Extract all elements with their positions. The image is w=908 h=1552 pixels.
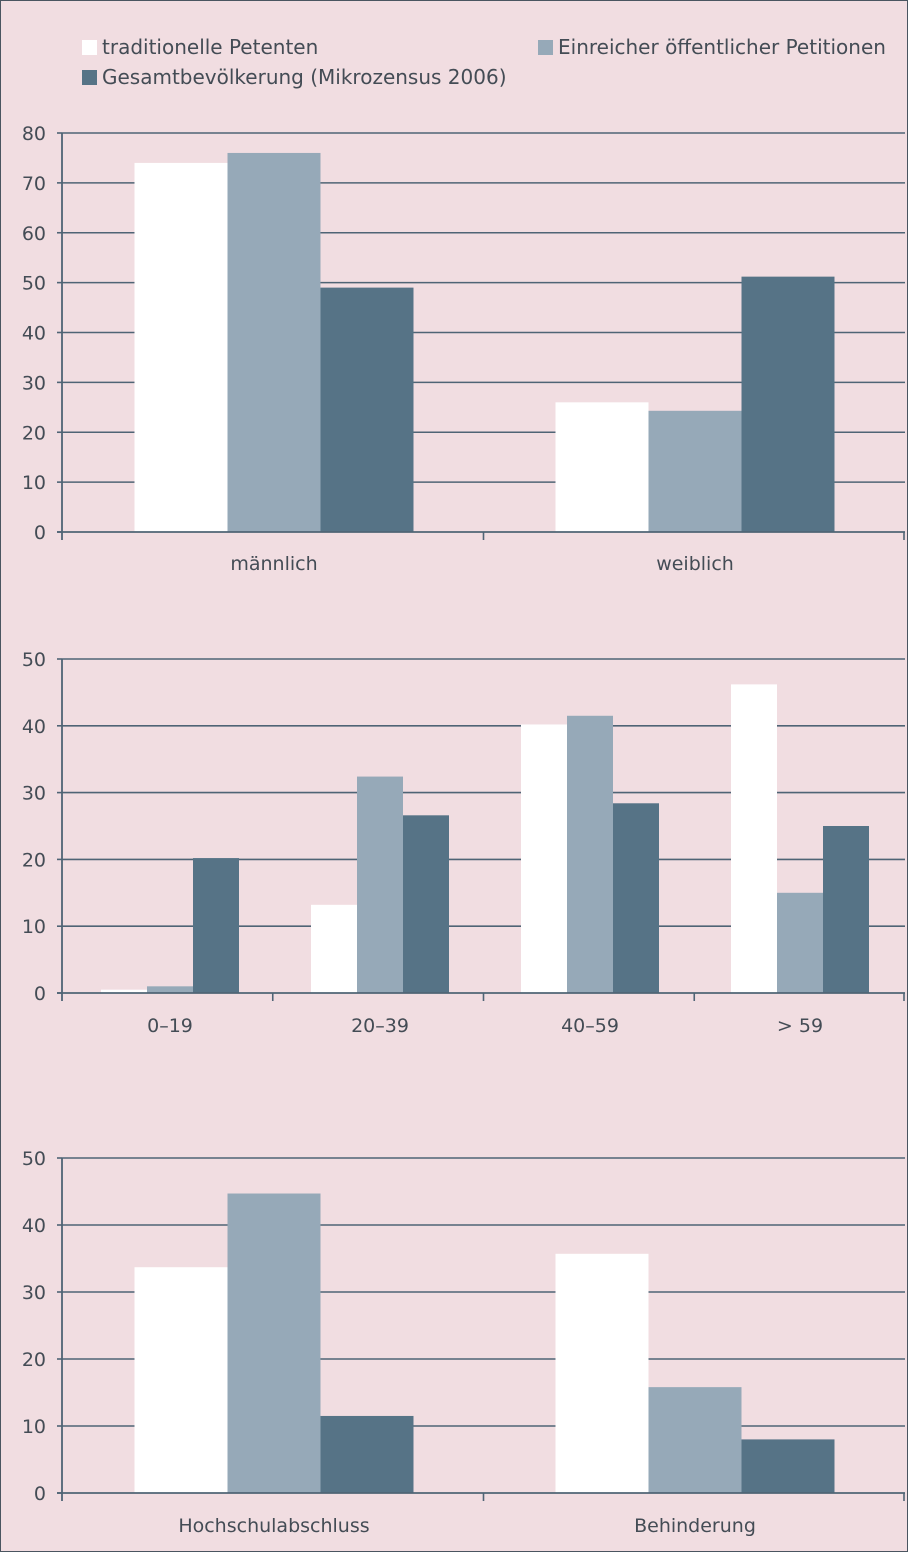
- legend-label: Gesamtbevölkerung (Mikrozensus 2006): [102, 65, 507, 89]
- category-label: 40–59: [561, 1015, 619, 1037]
- y-tick-label: 0: [34, 522, 46, 544]
- y-tick-label: 50: [22, 273, 46, 295]
- category-label: 0–19: [147, 1015, 193, 1037]
- bar-3-2-1: [555, 1253, 649, 1493]
- legend-item-traditionelle-petenten: traditionelle Petenten: [82, 35, 318, 59]
- bar-3-2-3: [741, 1439, 835, 1493]
- category-label: weiblich: [656, 553, 734, 575]
- bar-2-1-3: [193, 858, 239, 993]
- legend-item-gesamtbevoelkerung: Gesamtbevölkerung (Mikrozensus 2006): [82, 65, 507, 89]
- bar-2-2-3: [403, 815, 449, 993]
- y-tick-label: 0: [34, 1483, 46, 1505]
- bar-2-4-2: [777, 892, 823, 993]
- y-tick-label: 60: [22, 223, 46, 245]
- bar-1-2-3: [741, 276, 835, 532]
- y-tick-label: 20: [22, 1349, 46, 1371]
- bar-2-1-1: [101, 989, 147, 993]
- bar-2-3-2: [567, 715, 613, 993]
- bar-3-1-3: [320, 1415, 414, 1493]
- y-tick-label: 20: [22, 849, 46, 871]
- y-tick-label: 30: [22, 1282, 46, 1304]
- bar-2-1-2: [147, 986, 193, 993]
- category-label: Hochschulabschluss: [178, 1515, 369, 1537]
- y-tick-label: 50: [22, 649, 46, 671]
- bar-2-2-2: [357, 776, 403, 993]
- bar-2-4-1: [731, 684, 777, 993]
- y-tick-label: 0: [34, 983, 46, 1005]
- legend-swatch: [82, 69, 97, 85]
- bar-1-1-2: [227, 152, 321, 532]
- y-tick-label: 10: [22, 472, 46, 494]
- category-label: 20–39: [351, 1015, 409, 1037]
- y-tick-label: 40: [22, 716, 46, 738]
- category-label: > 59: [777, 1015, 823, 1037]
- y-tick-label: 30: [22, 783, 46, 805]
- category-label: Behinderung: [634, 1515, 756, 1537]
- y-tick-label: 10: [22, 916, 46, 938]
- y-tick-label: 20: [22, 422, 46, 444]
- y-tick-label: 30: [22, 372, 46, 394]
- category-label: männlich: [230, 553, 317, 575]
- bar-2-3-3: [613, 803, 659, 993]
- legend-swatch: [538, 39, 553, 55]
- legend-label: Einreicher öffentlicher Petitionen: [558, 35, 886, 59]
- bar-3-1-2: [227, 1193, 321, 1493]
- bar-2-3-1: [521, 724, 567, 993]
- bar-1-2-1: [555, 402, 649, 532]
- y-tick-label: 70: [22, 173, 46, 195]
- legend-item-einreicher: Einreicher öffentlicher Petitionen: [538, 35, 886, 59]
- bar-2-4-3: [823, 826, 869, 993]
- y-tick-label: 40: [22, 323, 46, 345]
- y-tick-label: 10: [22, 1416, 46, 1438]
- y-tick-label: 50: [22, 1148, 46, 1170]
- y-tick-label: 40: [22, 1215, 46, 1237]
- bar-2-2-1: [311, 904, 357, 993]
- legend-label: traditionelle Petenten: [102, 35, 319, 59]
- bar-1-1-1: [134, 162, 228, 533]
- y-tick-label: 80: [22, 123, 46, 145]
- bar-1-1-3: [320, 287, 414, 532]
- legend-swatch: [82, 39, 97, 55]
- bar-1-2-2: [648, 410, 742, 532]
- bar-3-2-2: [648, 1387, 742, 1493]
- bar-3-1-1: [134, 1267, 228, 1493]
